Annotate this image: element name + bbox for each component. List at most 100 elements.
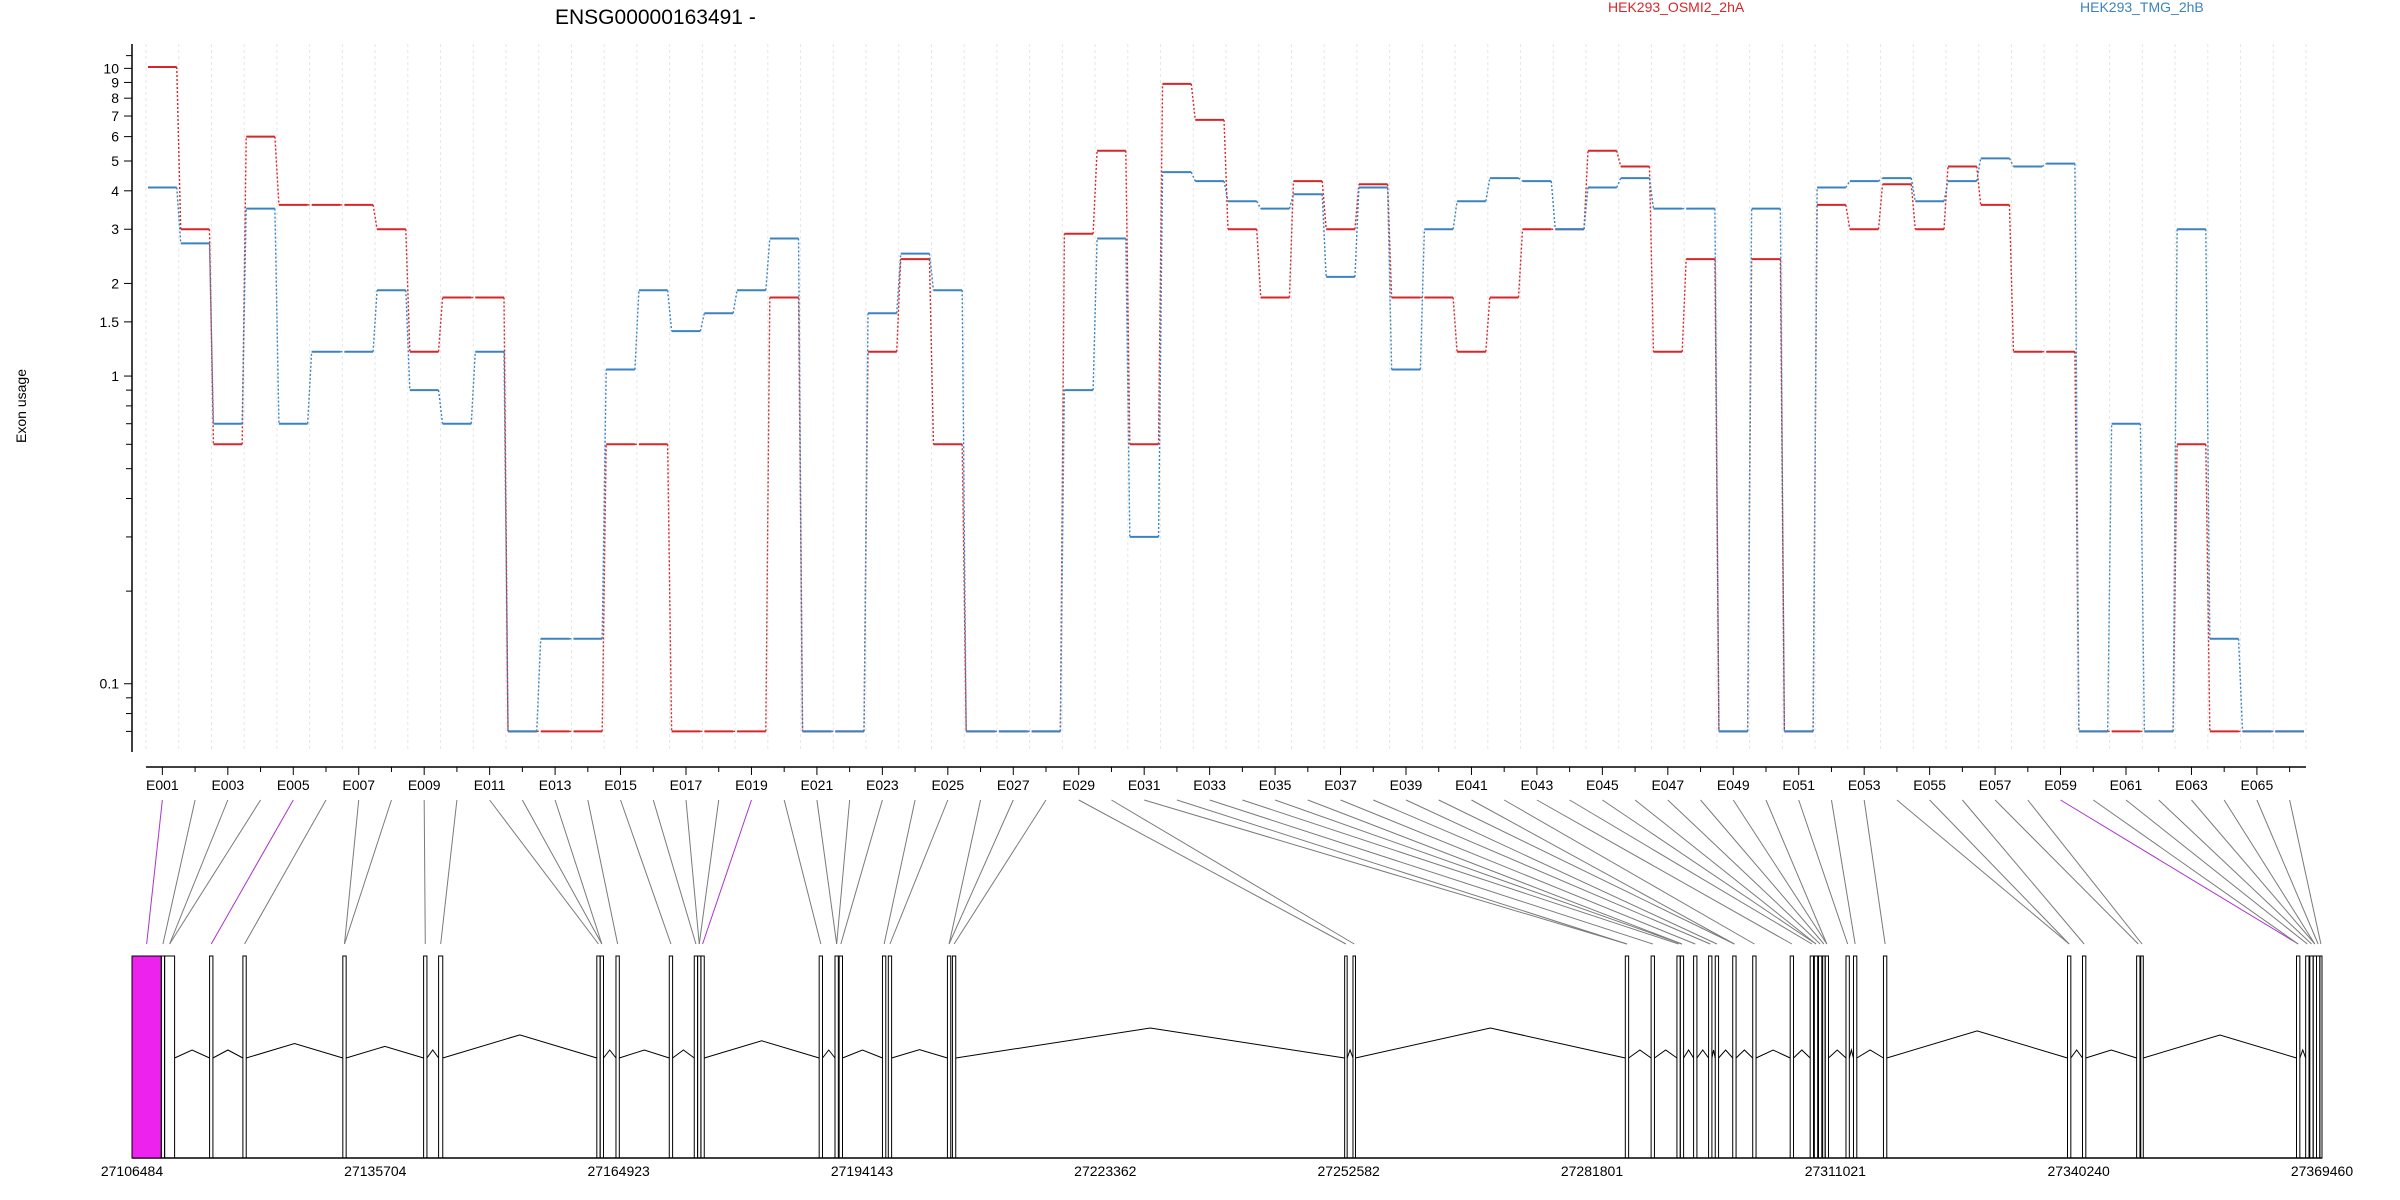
genomic-coordinate-label: 27106484	[101, 1163, 164, 1179]
exon-connector	[698, 799, 720, 945]
intron	[822, 1049, 836, 1059]
x-tick-label: E049	[1717, 777, 1750, 793]
x-tick-label: E029	[1062, 777, 1095, 793]
series-step	[1125, 150, 1131, 445]
x-tick-label: E041	[1455, 777, 1488, 793]
series-step	[1321, 181, 1327, 230]
exon-connector	[1798, 799, 1849, 945]
exon-block	[1693, 955, 1698, 1159]
series-step	[1648, 177, 1655, 209]
y-tick-label: 2	[111, 275, 119, 291]
exon-connector	[1830, 799, 1856, 945]
legend-series-2: HEK293_TMG_2hB	[2080, 0, 2204, 15]
exon-connector	[2060, 799, 2299, 945]
series-step	[437, 390, 444, 424]
x-tick-label: E057	[1979, 777, 2012, 793]
series-step	[470, 351, 476, 424]
intron	[174, 1049, 210, 1059]
series-step	[1845, 180, 1851, 188]
exon-block	[209, 955, 214, 1159]
x-tick-label: E015	[604, 777, 637, 793]
intron	[603, 1049, 617, 1059]
exon-connector	[146, 799, 163, 945]
intron	[1355, 1027, 1626, 1059]
exon-block	[2081, 955, 2087, 1159]
genomic-coordinate-label: 27281801	[1561, 1163, 1624, 1179]
exon-connector	[169, 799, 261, 945]
intron	[442, 1034, 597, 1059]
exon-block	[1624, 955, 1630, 1159]
series-step	[2008, 204, 2015, 352]
exon-connector	[1144, 799, 1628, 945]
exon-block	[1882, 955, 1888, 1159]
series-step	[176, 187, 182, 244]
exon-connector	[1536, 799, 1793, 945]
x-tick-label: E021	[801, 777, 834, 793]
grid-lines	[145, 44, 2307, 752]
series-step	[1157, 83, 1164, 445]
exon-connector	[344, 799, 392, 945]
exon-connector	[169, 799, 229, 945]
exon-block	[838, 955, 843, 1159]
genomic-coordinate-label: 27311021	[1805, 1163, 1866, 1179]
intron	[1735, 1049, 1754, 1059]
series-step	[1550, 181, 1556, 230]
exon-connector	[816, 799, 838, 945]
intron	[955, 1027, 1345, 1059]
x-tick-label: E035	[1259, 777, 1292, 793]
exon-connector	[1176, 799, 1628, 945]
genomic-coordinate-label: 27223362	[1074, 1163, 1137, 1179]
exon-connector	[554, 799, 603, 945]
intron	[246, 1042, 343, 1059]
exon-block	[668, 955, 674, 1159]
series-step	[2074, 163, 2080, 732]
exon-block	[2319, 955, 2323, 1159]
exon-connector	[2092, 799, 2299, 945]
exon-block	[1752, 955, 1757, 1159]
exon-block	[700, 955, 705, 1159]
intron	[1683, 1049, 1695, 1059]
exon-connector	[652, 799, 697, 945]
y-tick-label: 3	[111, 221, 119, 237]
series-step	[1681, 259, 1687, 352]
x-tick-label: E065	[2241, 777, 2274, 793]
exon-block	[834, 955, 839, 1159]
series-step	[1583, 187, 1589, 230]
series-step	[1190, 171, 1196, 182]
series-step	[1518, 177, 1523, 182]
series-step	[928, 259, 935, 445]
exon-block	[1809, 955, 1815, 1159]
exon-block	[131, 955, 162, 1159]
y-tick-label: 7	[111, 108, 119, 124]
x-tick-label: E045	[1586, 777, 1619, 793]
exon-block	[887, 955, 893, 1159]
x-tick-label: E031	[1128, 777, 1161, 793]
exon-block	[2140, 955, 2144, 1159]
series-step	[1517, 229, 1524, 298]
series-step	[1746, 208, 1753, 732]
exon-connector	[2191, 799, 2316, 945]
exon-connector	[1602, 799, 1817, 945]
series-step	[1157, 172, 1164, 537]
x-tick-label: E037	[1324, 777, 1357, 793]
exon-block	[1650, 955, 1655, 1159]
exon-block	[946, 955, 952, 1159]
exon-connector	[948, 799, 982, 945]
exon-connector	[1209, 799, 1653, 945]
series-step	[1452, 201, 1458, 230]
x-tick-label: E019	[735, 777, 768, 793]
series-step	[1877, 184, 1884, 230]
exon-connector	[1634, 799, 1817, 945]
intron	[1755, 1049, 1791, 1059]
intron	[1628, 1049, 1652, 1059]
series-step	[961, 290, 967, 732]
exon-connector	[1503, 799, 1755, 945]
series-step	[372, 204, 378, 230]
series-step	[1059, 233, 1066, 732]
series-step	[1386, 184, 1393, 298]
exon-block	[438, 955, 444, 1159]
intron	[1654, 1049, 1678, 1059]
genomic-coordinate-label: 27340240	[2048, 1163, 2111, 1179]
exon-block	[1852, 955, 1858, 1159]
